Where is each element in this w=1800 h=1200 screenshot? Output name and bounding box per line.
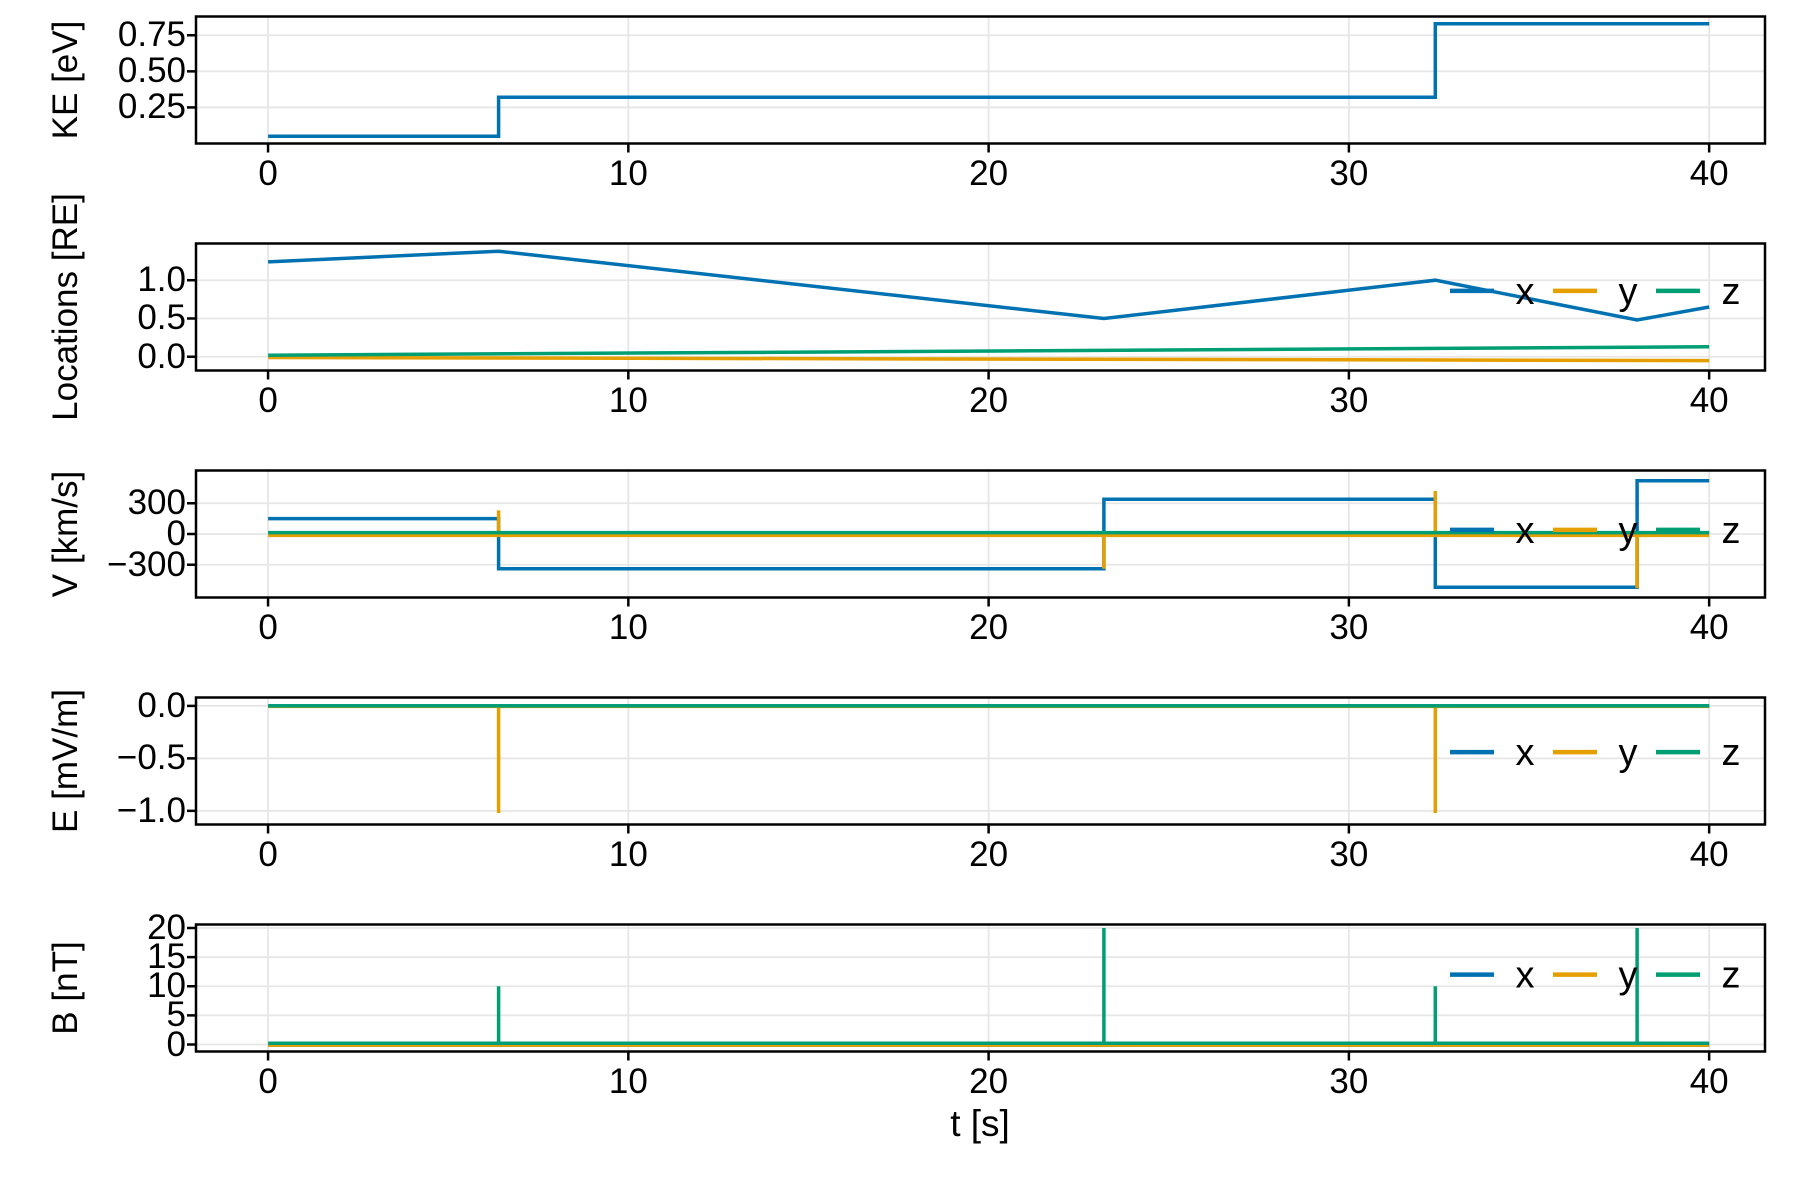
x-tick-label: 30 (1329, 1062, 1369, 1101)
legend-entry-y: y (1553, 955, 1638, 997)
legend-entry-y: y (1553, 732, 1638, 774)
y-tick-label: 0 (166, 514, 186, 553)
x-tick-label: 0 (258, 608, 278, 647)
legend: x y z (1450, 955, 1741, 997)
legend-label-x: x (1516, 732, 1535, 774)
x-tick-label: 30 (1329, 608, 1369, 647)
x-tick-label: 40 (1689, 835, 1729, 874)
legend-entry-z: z (1656, 271, 1741, 313)
legend: x y z (1450, 732, 1741, 774)
x-tick-label: 20 (969, 381, 1009, 420)
y-tick-label: 5 (166, 995, 186, 1035)
series-y-line (268, 491, 1710, 589)
y-tick-label: 0.50 (117, 51, 186, 91)
y-tick-label: −1.0 (116, 790, 186, 830)
y-tick-label: 0.75 (117, 15, 186, 55)
x-tick-label: 30 (1329, 381, 1369, 420)
y-tick-label: −300 (107, 544, 186, 584)
x-tick-label: 30 (1329, 835, 1369, 874)
x-tick-label: 0 (258, 1062, 278, 1101)
legend-entry-x: x (1450, 955, 1535, 997)
legend-label-y: y (1619, 955, 1638, 997)
plot-area-b: x y z (187, 923, 1767, 1061)
x-tick-label: 20 (969, 835, 1009, 874)
x-tick-label: 0 (258, 154, 278, 193)
axes-box (194, 242, 1767, 372)
x-tick-label: 10 (608, 1062, 648, 1101)
x-tick-label: 10 (608, 608, 648, 647)
y-tick-label: −0.5 (116, 738, 186, 778)
legend-entry-x: x (1450, 271, 1535, 313)
series-group (268, 21, 1710, 139)
legend-label-z: z (1722, 955, 1741, 997)
legend-label-z: z (1722, 510, 1741, 552)
plot-area-ke (187, 15, 1767, 153)
panel-b: B [nT] 0 5 10 15 20 0 10 20 30 40 x y z (0, 908, 1800, 1113)
legend-entry-z: z (1656, 510, 1741, 552)
plot-area-v: x y z (187, 469, 1767, 607)
series-group (268, 928, 1710, 1047)
y-tick-label: 10 (147, 966, 186, 1006)
y-tick-label: 0.0 (137, 336, 186, 376)
legend: x y z (1450, 271, 1741, 313)
panel-ke: KE [eV] 0.25 0.50 0.75 0 10 20 30 40 (0, 15, 1800, 205)
legend-label-x: x (1516, 271, 1535, 313)
x-tick-label: 0 (258, 381, 278, 420)
series-z-line (268, 345, 1710, 357)
x-tick-label: 40 (1689, 608, 1729, 647)
x-tick-label: 0 (258, 835, 278, 874)
legend-entry-z: z (1656, 955, 1741, 997)
x-tick-label: 40 (1689, 381, 1729, 420)
panel-e: E [mV/m] −1.0 −0.5 0.0 0 10 20 30 40 x y z (0, 686, 1800, 886)
x-tick-label: 30 (1329, 154, 1369, 193)
legend-label-z: z (1722, 271, 1741, 313)
legend-label-x: x (1516, 510, 1535, 552)
y-tick-label: 15 (147, 937, 186, 977)
legend-entry-y: y (1553, 510, 1638, 552)
legend: x y z (1450, 510, 1741, 552)
x-tick-label: 40 (1689, 154, 1729, 193)
x-tick-label: 20 (969, 1062, 1009, 1101)
legend-label-y: y (1619, 271, 1638, 313)
x-tick-label: 10 (608, 835, 648, 874)
plot-area-locations: x y z (187, 242, 1767, 380)
y-tick-label: 20 (147, 908, 186, 947)
legend-entry-x: x (1450, 732, 1535, 774)
legend-label-y: y (1619, 510, 1638, 552)
series-x-line (268, 21, 1710, 139)
legend-label-y: y (1619, 732, 1638, 774)
series-z-line (268, 928, 1710, 1046)
plot-area-e: x y z (187, 696, 1767, 834)
x-tick-label: 10 (608, 381, 648, 420)
y-tick-label: 0.0 (137, 685, 186, 725)
series-group (268, 249, 1710, 363)
x-axis-title: t [s] (950, 1103, 1010, 1144)
panel-v: V [km/s] −300 0 300 0 10 20 30 40 x y z (0, 469, 1800, 659)
x-tick-label: 20 (969, 608, 1009, 647)
legend-label-x: x (1516, 955, 1535, 997)
series-x-line (268, 249, 1710, 322)
y-tick-label: 0.25 (117, 87, 186, 127)
axes-box (194, 923, 1767, 1053)
x-tick-label: 40 (1689, 1062, 1729, 1101)
y-tick-label: 0.5 (137, 298, 186, 338)
x-tick-label: 20 (969, 154, 1009, 193)
series-group (268, 704, 1710, 813)
legend-entry-y: y (1553, 271, 1638, 313)
y-tick-label: 0 (166, 1024, 186, 1064)
panel-locations: Locations [RE] 0.0 0.5 1.0 0 10 20 30 40 x y z (0, 193, 1800, 432)
y-tick-label: 300 (127, 483, 186, 523)
x-tick-label: 10 (608, 154, 648, 193)
legend-entry-z: z (1656, 732, 1741, 774)
y-tick-label: 1.0 (137, 260, 186, 300)
axes-box (194, 15, 1767, 145)
axes-box (194, 696, 1767, 826)
series-group (268, 478, 1710, 590)
legend-entry-x: x (1450, 510, 1535, 552)
legend-label-z: z (1722, 732, 1741, 774)
series-y-line (268, 355, 1710, 363)
